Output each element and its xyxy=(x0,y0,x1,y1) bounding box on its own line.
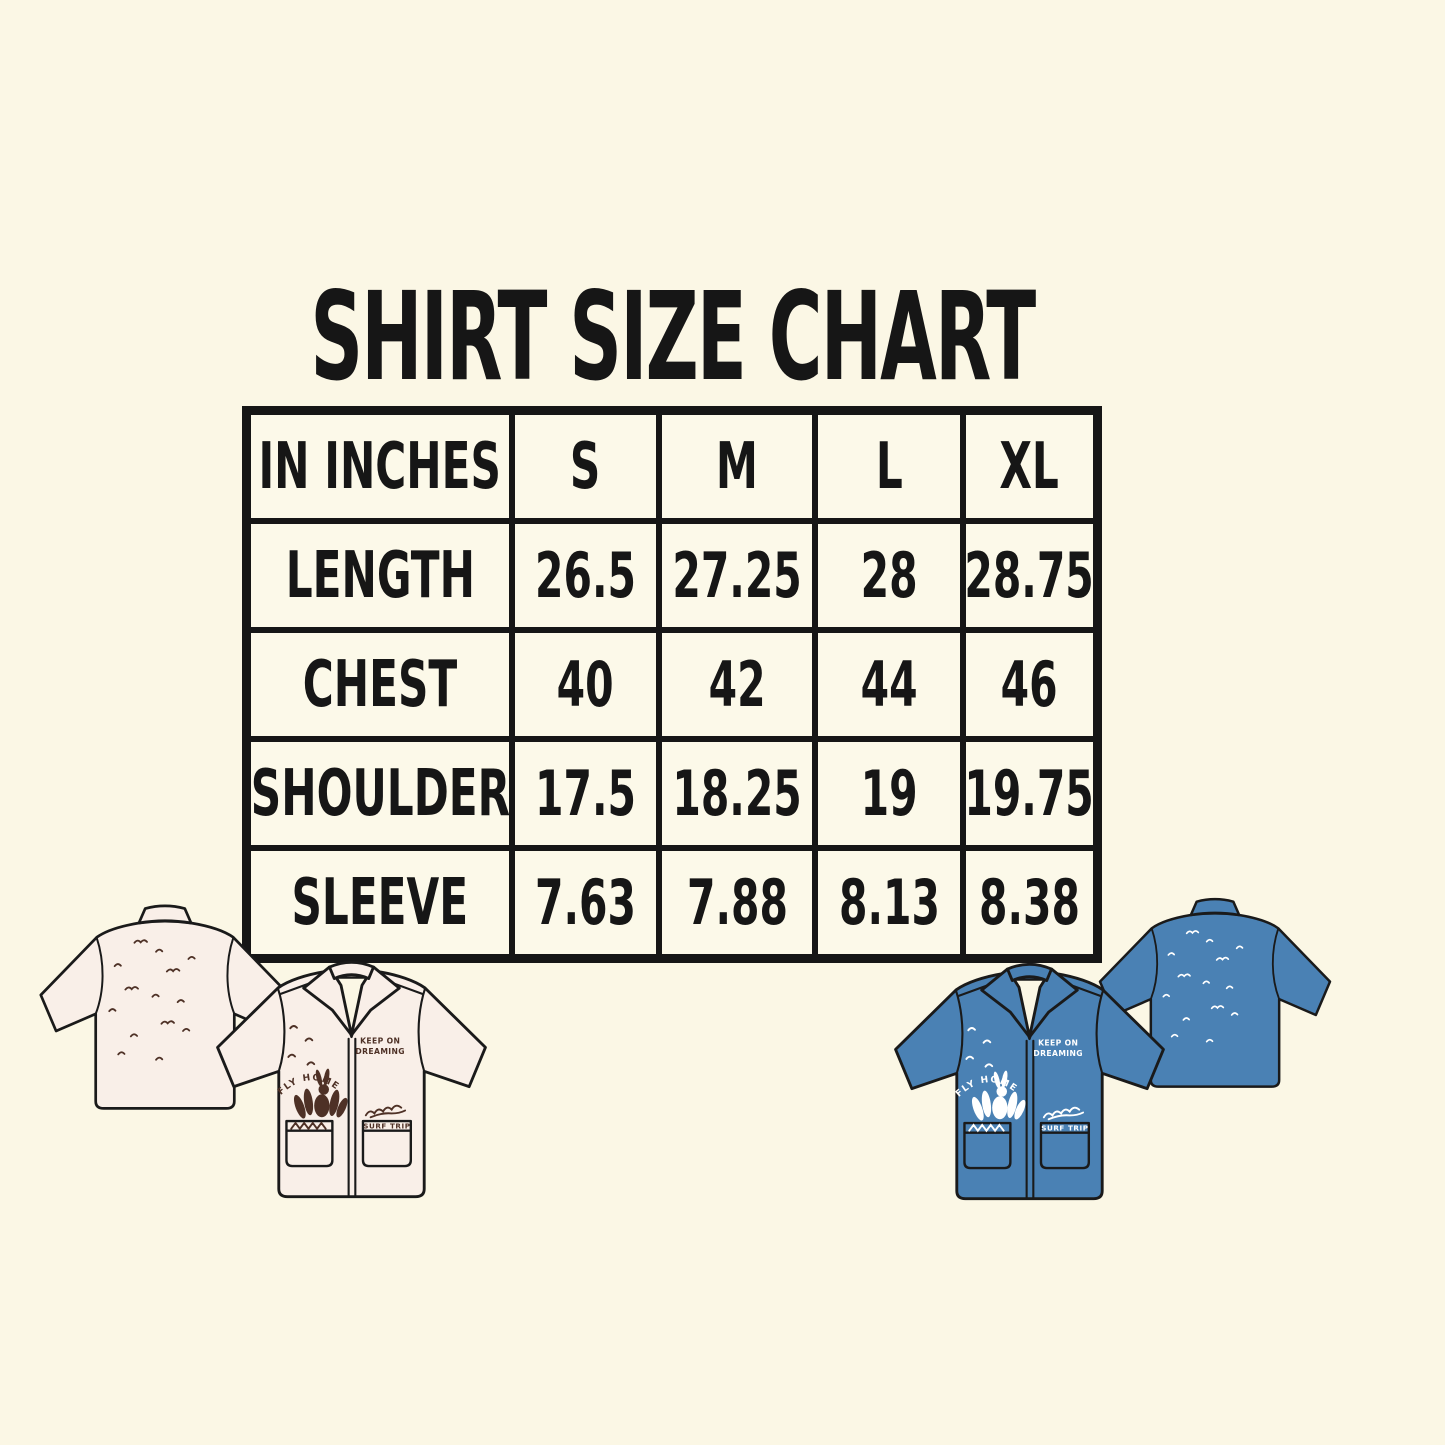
page-title-text: SHIRT SIZE CHART xyxy=(309,266,1036,408)
collar-leaf-right xyxy=(350,965,401,1037)
table-header-xl: XL xyxy=(966,415,1093,518)
cell-length-l: 28 xyxy=(818,524,960,627)
cell-length-m: 27.25 xyxy=(662,524,812,627)
seagull-marks-icon xyxy=(1162,930,1244,1043)
sleeve-seam-right xyxy=(1095,989,1105,1075)
wave-scribble-icon xyxy=(1042,1106,1085,1121)
chest-text-line2: DREAMING xyxy=(355,1047,405,1056)
table-header-m: M xyxy=(662,415,812,518)
rabbit-with-surfboards-icon xyxy=(971,1070,1026,1121)
collar-leaf-left xyxy=(980,967,1031,1039)
sleeve-seam-left xyxy=(954,989,964,1075)
shirt-front-illustration: FLY HOME KEEP ON DREAMING SURF TRIP xyxy=(894,962,1165,1201)
sleeve-seam-right xyxy=(417,987,427,1073)
cell-sleeve-xl: 8.38 xyxy=(966,851,1093,954)
sleeve-seam-left xyxy=(94,936,104,1015)
cell-sleeve-s: 7.63 xyxy=(515,851,656,954)
shirt-front-cream: FLY HOME KEEP ON DREAMING SURF TRIP xyxy=(208,946,495,1204)
cell-sleeve-m: 7.88 xyxy=(662,851,812,954)
collar-band xyxy=(1006,962,1053,982)
size-table: IN INCHES S M L XL LENGTH 26.5 27.25 28 … xyxy=(242,406,1102,963)
collar-band xyxy=(328,960,375,980)
collar-back xyxy=(137,904,193,925)
shirt-front-illustration: FLY HOME KEEP ON DREAMING SURF TRIP xyxy=(216,960,487,1199)
chest-text-line1: KEEP ON xyxy=(1038,1039,1078,1048)
sleeve-seam-right xyxy=(226,936,236,1015)
sleeve-seam-right xyxy=(1271,927,1281,1001)
seagull-marks-icon xyxy=(965,1027,994,1068)
surf-trip-text: SURF TRIP xyxy=(1041,1124,1088,1133)
cell-chest-s: 40 xyxy=(515,633,656,736)
cell-chest-xl: 46 xyxy=(966,633,1093,736)
row-label-length: LENGTH xyxy=(251,524,509,627)
row-label-chest: CHEST xyxy=(251,633,509,736)
cell-sleeve-l: 8.13 xyxy=(818,851,960,954)
table-header-units: IN INCHES xyxy=(251,415,509,518)
shirt-front-blue: FLY HOME KEEP ON DREAMING SURF TRIP xyxy=(886,948,1173,1206)
seagull-marks-icon xyxy=(108,939,196,1061)
rabbit-with-surfboards-icon xyxy=(293,1068,348,1119)
cell-shoulder-s: 17.5 xyxy=(515,742,656,845)
zigzag-stitch-icon xyxy=(968,1123,1005,1133)
cell-length-s: 26.5 xyxy=(515,524,656,627)
wave-scribble-icon xyxy=(364,1104,407,1119)
table-header-s: S xyxy=(515,415,656,518)
table-header-l: L xyxy=(818,415,960,518)
cell-chest-l: 44 xyxy=(818,633,960,736)
surf-trip-text: SURF TRIP xyxy=(363,1122,410,1131)
zigzag-stitch-icon xyxy=(290,1121,327,1131)
chest-text-line1: KEEP ON xyxy=(360,1037,400,1046)
collar-leaf-right xyxy=(1028,967,1079,1039)
cell-shoulder-m: 18.25 xyxy=(662,742,812,845)
collar-back xyxy=(1189,897,1241,917)
cell-shoulder-xl: 19.75 xyxy=(966,742,1093,845)
sleeve-seam-left xyxy=(276,987,286,1073)
pocket-right xyxy=(1039,1121,1091,1170)
cell-shoulder-l: 19 xyxy=(818,742,960,845)
page-title: SHIRT SIZE CHART xyxy=(242,266,1102,408)
pocket-left xyxy=(285,1119,334,1168)
seagull-marks-icon xyxy=(287,1025,316,1066)
pocket-right xyxy=(361,1119,413,1168)
cell-length-xl: 28.75 xyxy=(966,524,1093,627)
row-label-sleeve: SLEEVE xyxy=(251,851,509,954)
cell-chest-m: 42 xyxy=(662,633,812,736)
collar-leaf-left xyxy=(302,965,353,1037)
chest-text-line2: DREAMING xyxy=(1033,1049,1083,1058)
pocket-left xyxy=(963,1121,1012,1170)
sleeve-seam-left xyxy=(1149,927,1159,1001)
row-label-shoulder: SHOULDER xyxy=(251,742,509,845)
